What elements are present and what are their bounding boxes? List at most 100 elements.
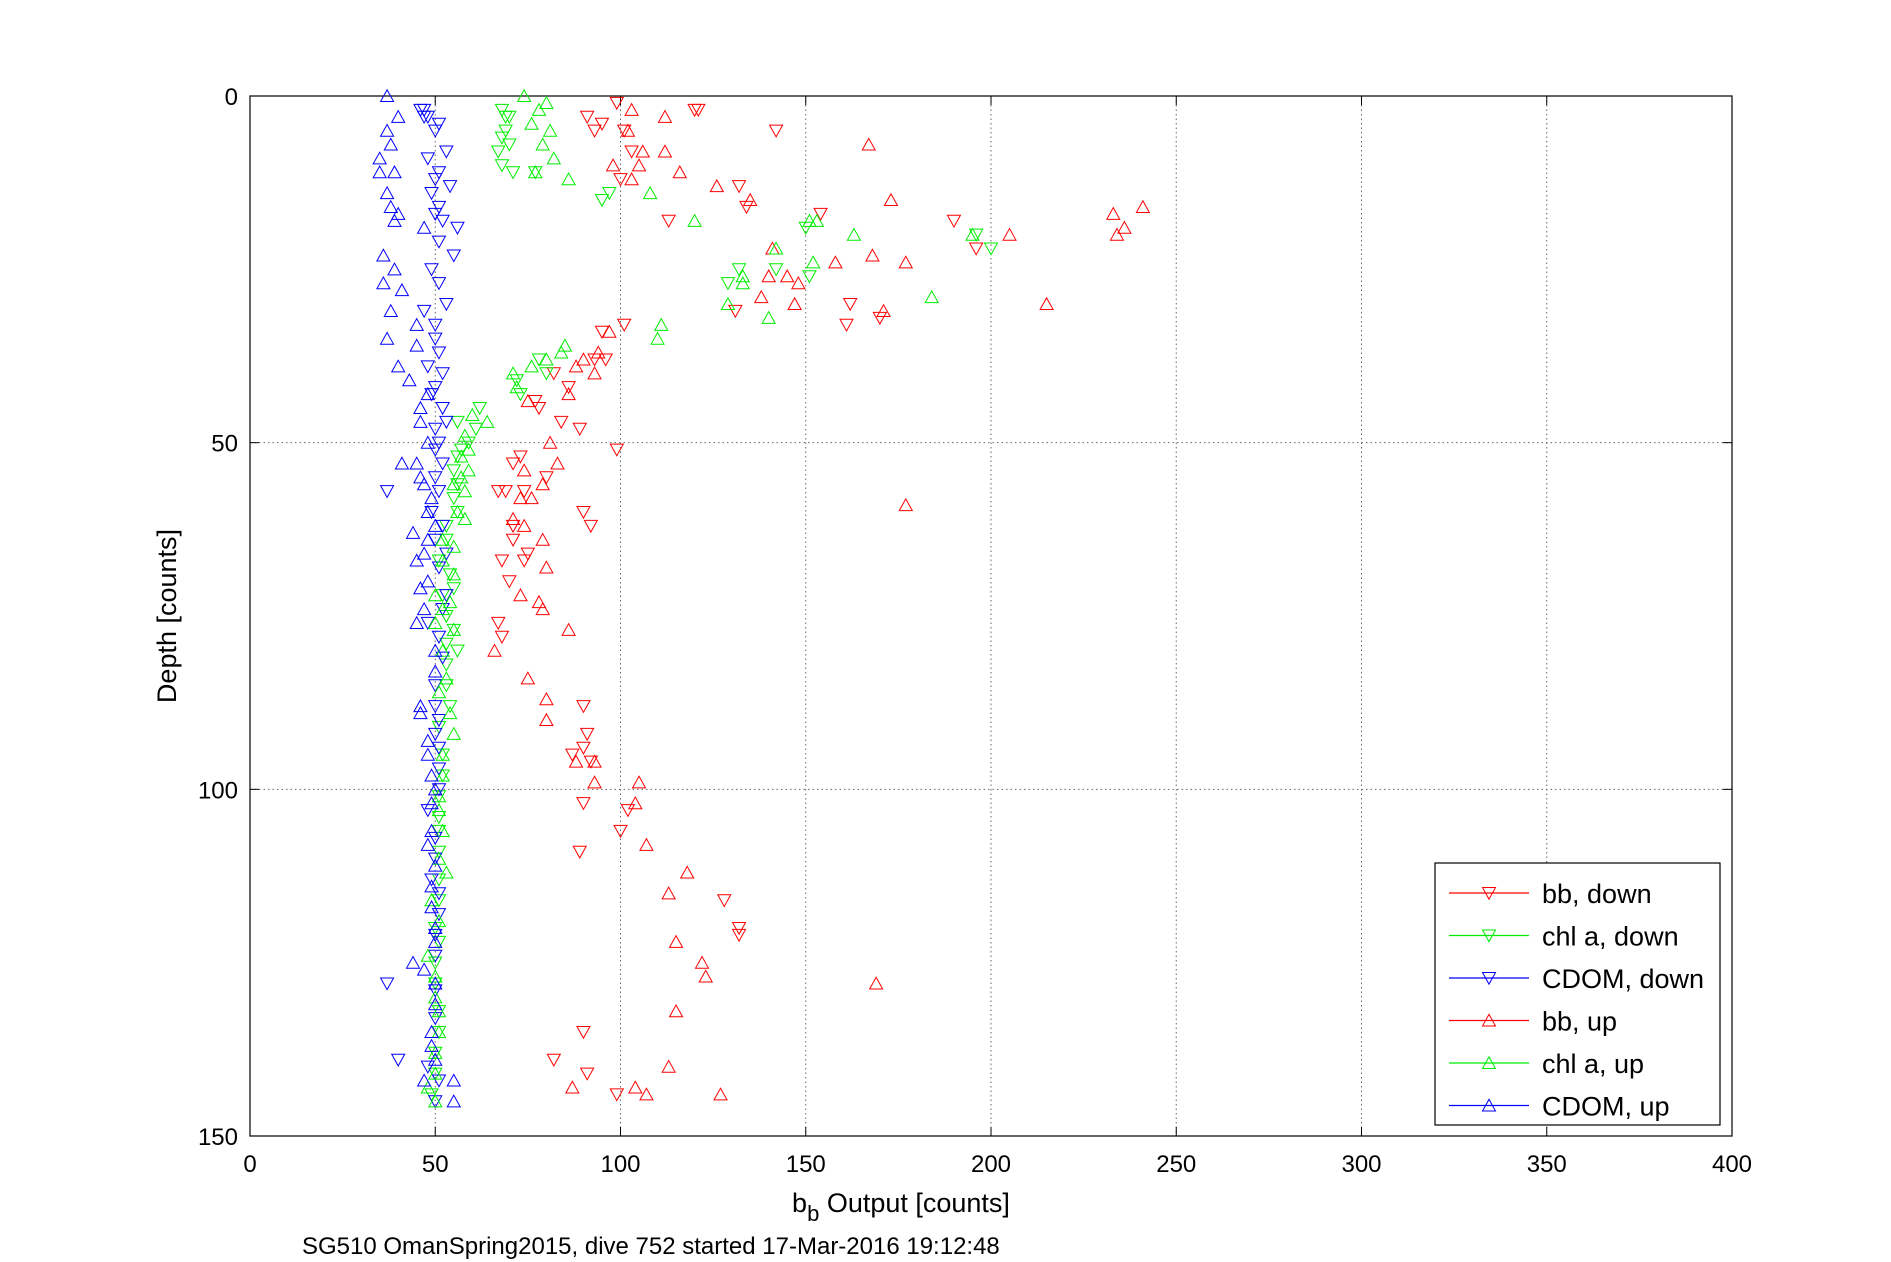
data-point [442,180,458,194]
legend-entry: chl a, up [1449,1049,1644,1079]
data-point [768,124,784,138]
data-point [424,823,439,837]
data-point [842,297,858,312]
data-point [539,352,554,366]
data-point [624,102,639,116]
data-point [376,275,391,290]
data-point [494,159,510,173]
data-point [627,1080,643,1094]
data-point [424,1038,439,1052]
data-point [427,1045,443,1059]
data-point [435,603,451,617]
data-point [431,166,447,180]
legend-label: bb, up [1542,1007,1617,1037]
data-point [420,504,436,519]
data-point [431,873,447,887]
data-point [576,741,591,755]
legend-entry: bb, down [1449,879,1652,909]
data-point [446,1094,462,1108]
data-point [561,386,576,401]
data-point [427,332,443,346]
data-point [616,124,632,138]
data-point [427,173,443,187]
data-point [557,338,573,352]
data-point [805,255,821,269]
data-point [716,894,732,908]
data-point [790,275,806,290]
series-5 [372,88,462,1108]
data-point [427,124,443,138]
data-point [876,303,891,317]
data-point [439,145,454,159]
data-point [672,165,688,179]
data-point [439,679,454,693]
data-point [427,615,443,629]
data-point [505,457,521,471]
legend-label: CDOM, up [1542,1092,1670,1122]
data-point [883,192,899,207]
data-point [539,95,554,109]
data-point [472,401,488,416]
data-point [802,270,817,284]
data-point [420,747,436,761]
legend-marker [1481,1055,1497,1070]
data-point [379,88,395,103]
data-point [420,574,436,588]
legend-marker [1481,1098,1497,1112]
data-point [442,594,458,609]
legend-marker [1481,929,1497,943]
data-point [761,310,777,324]
data-point [439,533,454,547]
data-point [524,359,539,373]
data-point [731,928,747,943]
data-point [416,962,432,976]
data-point [624,145,639,159]
data-point [513,490,528,505]
data-point [435,747,451,761]
data-point [413,470,428,484]
data-point [513,587,528,602]
data-point [965,227,980,241]
data-point [431,1024,447,1039]
data-point [561,622,576,636]
data-point [431,235,447,249]
data-point [387,262,402,276]
data-point [802,213,817,227]
data-point [435,748,451,762]
data-point [427,587,443,602]
data-point [427,679,443,693]
data-point [946,214,962,229]
x-tick-label: 150 [786,1151,826,1178]
x-tick-label: 250 [1156,1151,1196,1178]
data-point [720,277,736,291]
data-point [542,435,558,449]
data-point [631,775,647,789]
data-point [639,837,654,851]
data-point [431,436,447,450]
data-point [379,123,395,137]
data-point [420,804,436,818]
data-point [657,144,673,158]
data-point [731,263,747,277]
data-point [531,401,547,416]
data-point [564,1080,580,1094]
data-point [594,325,610,339]
data-point [546,367,562,381]
data-point [446,726,462,740]
data-point [553,415,569,430]
data-point [427,664,443,678]
data-point [735,275,751,290]
data-point [457,428,473,442]
data-point [372,151,388,165]
data-point [420,837,436,851]
data-point [446,623,462,638]
data-point [431,554,447,568]
y-tick-label: 150 [198,1124,238,1151]
data-point [409,553,425,567]
data-point [579,1067,595,1081]
data-point [446,539,462,553]
data-point [427,1066,443,1080]
data-point [424,388,439,402]
data-point [427,443,443,457]
data-point [505,166,521,180]
